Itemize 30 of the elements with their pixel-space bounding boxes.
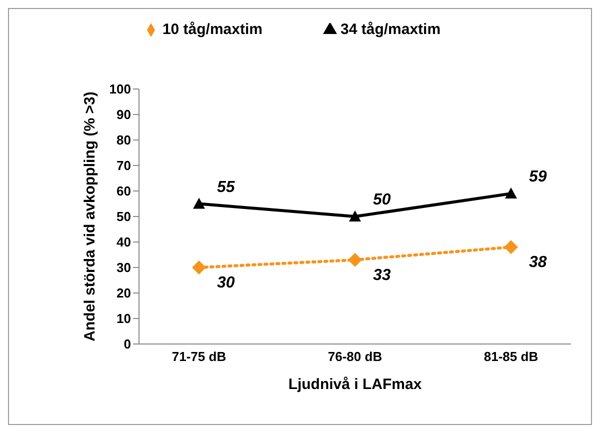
y-tick-label: 60 xyxy=(116,184,131,199)
y-tick-label: 10 xyxy=(116,311,131,326)
x-axis-title: Ljudnivå i LAFmax xyxy=(288,376,422,393)
y-tick-label: 20 xyxy=(116,286,131,301)
y-tick-label: 90 xyxy=(116,107,131,122)
point xyxy=(192,260,206,274)
data-label: 30 xyxy=(217,274,235,292)
y-tick-label: 100 xyxy=(109,82,131,97)
y-tick-label: 40 xyxy=(116,234,131,250)
y-tick-label: 0 xyxy=(124,336,131,352)
data-label: 38 xyxy=(529,254,547,272)
x-tick-label: 76-80 dB xyxy=(328,349,382,364)
point xyxy=(193,198,205,209)
y-tick-label: 50 xyxy=(116,209,131,224)
y-tick-label: 30 xyxy=(116,260,131,276)
y-tick-label: 80 xyxy=(116,132,131,148)
y-axis-title: Andel störda vid avkoppling (% >3) xyxy=(81,92,98,342)
point xyxy=(505,188,517,199)
y-tick-label: 70 xyxy=(116,158,131,174)
point xyxy=(349,210,361,222)
data-label: 50 xyxy=(373,192,391,208)
legend-label: 34 tåg/maxtim xyxy=(340,21,441,38)
point xyxy=(504,240,518,254)
x-tick-label: 71-75 dB xyxy=(172,349,226,364)
point xyxy=(348,252,362,267)
data-label: 33 xyxy=(373,266,391,284)
legend-label: 10 tåg/maxtim xyxy=(162,21,262,38)
data-label: 55 xyxy=(217,178,236,196)
x-tick-label: 81-85 dB xyxy=(484,349,538,364)
data-label: 59 xyxy=(529,168,547,186)
